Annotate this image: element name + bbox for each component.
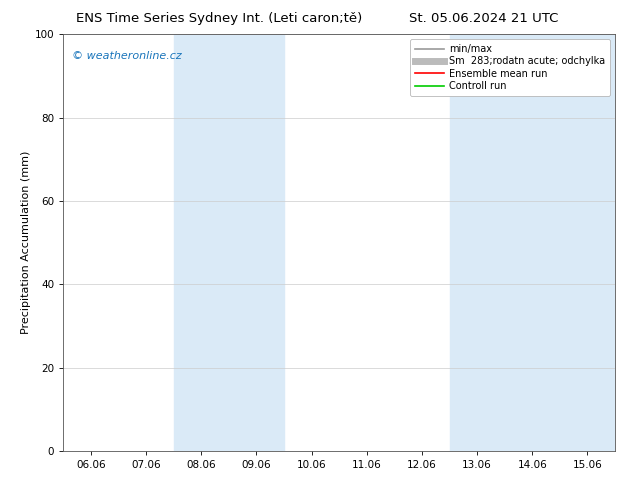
Bar (174, 34, 284, 451)
Text: © weatheronline.cz: © weatheronline.cz (72, 51, 181, 61)
Bar (450, 34, 615, 451)
Y-axis label: Precipitation Accumulation (mm): Precipitation Accumulation (mm) (20, 151, 30, 334)
Legend: min/max, Sm  283;rodatn acute; odchylka, Ensemble mean run, Controll run: min/max, Sm 283;rodatn acute; odchylka, … (410, 39, 610, 96)
Text: St. 05.06.2024 21 UTC: St. 05.06.2024 21 UTC (408, 12, 558, 25)
Text: ENS Time Series Sydney Int. (Leti caron;tě): ENS Time Series Sydney Int. (Leti caron;… (76, 12, 362, 25)
